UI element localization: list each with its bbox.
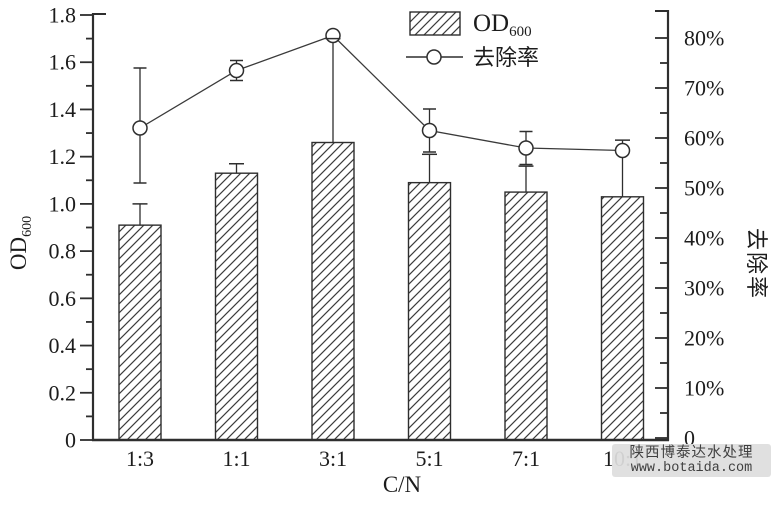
right-axis-tick-label: 30%: [684, 276, 724, 301]
right-axis-tick-label: 10%: [684, 376, 724, 401]
bars-group: [118, 141, 645, 441]
removal-rate-marker-3:1: [325, 27, 341, 44]
removal-rate-marker-10:1: [614, 142, 631, 159]
od600-bar-7:1: [504, 191, 548, 441]
x-axis-title: C/N: [383, 472, 422, 497]
left-axis-tick-label: 0: [65, 428, 76, 453]
right-axis-tick-label: 50%: [684, 176, 724, 201]
right-axis-title: 去除率: [744, 228, 769, 300]
right-axis-tick-label: 40%: [684, 226, 724, 251]
x-axis-tick-label: 1:3: [126, 446, 154, 471]
axis-titles-group: OD600 去除率 C/N: [6, 216, 769, 497]
x-axis-tick-label: 5:1: [415, 446, 443, 471]
right-axis-tick-label: 60%: [684, 126, 724, 151]
removal-rate-marker-1:1: [228, 62, 245, 79]
bar-error-caps-group: [132, 37, 630, 205]
right-axis-tick-label: 0: [684, 426, 695, 451]
x-axis-tick-label: 3:1: [319, 446, 347, 471]
left-axis-title: OD600: [6, 216, 35, 270]
left-axis-tick-label: 0.2: [49, 380, 77, 405]
od600-bar-1:3: [118, 224, 162, 441]
right-axis-tick-label: 20%: [684, 326, 724, 351]
legend: OD600 去除率: [406, 10, 539, 70]
removal-rate-line-group: [139, 34, 623, 152]
removal-rate-marker-5:1: [421, 122, 438, 139]
x-axis-tick-label: 1:1: [222, 446, 250, 471]
left-axis-tick-label: 0.4: [49, 333, 77, 358]
od600-bar-5:1: [407, 181, 452, 441]
left-axis-tick-label: 1.4: [49, 97, 77, 122]
axes-group: 0 0.2 0.4 0.6 0.8 1.0 1.2 1.4 1.6 1.8 0 10% 20% 30% 40…: [49, 3, 725, 472]
od600-bar-1:1: [214, 172, 259, 441]
x-axis-tick-label: 7:1: [512, 446, 540, 471]
legend-od600-label: OD600: [473, 10, 532, 40]
od600-bar-3:1: [311, 141, 355, 441]
legend-od600-swatch: [409, 11, 461, 36]
removal-rate-marker-7:1: [518, 140, 534, 156]
left-axis-tick-label: 1.8: [49, 3, 77, 28]
left-axis-tick-label: 0.8: [49, 239, 77, 264]
watermark-line1: 陕西博泰达水处理: [629, 445, 754, 461]
watermark-line2: www.botaida.com: [630, 460, 753, 476]
legend-rate-marker: [426, 49, 442, 65]
left-axis-tick-label: 0.6: [49, 286, 77, 311]
left-axis-tick-label: 1.6: [49, 50, 77, 75]
removal-rate-markers-group: [132, 27, 631, 159]
legend-rate-label: 去除率: [473, 45, 539, 70]
left-axis-tick-label: 1.2: [49, 144, 77, 169]
right-axis-tick-label: 80%: [684, 26, 724, 51]
right-axis-tick-label: 70%: [684, 76, 724, 101]
removal-rate-marker-1:3: [132, 120, 148, 136]
removal-rate-line: [139, 34, 623, 152]
watermark: 陕西博泰达水处理 www.botaida.com: [612, 444, 771, 477]
od600-bar-10:1: [600, 196, 645, 441]
left-axis-tick-label: 1.0: [49, 191, 77, 216]
error-bars-group: [133, 38, 624, 226]
